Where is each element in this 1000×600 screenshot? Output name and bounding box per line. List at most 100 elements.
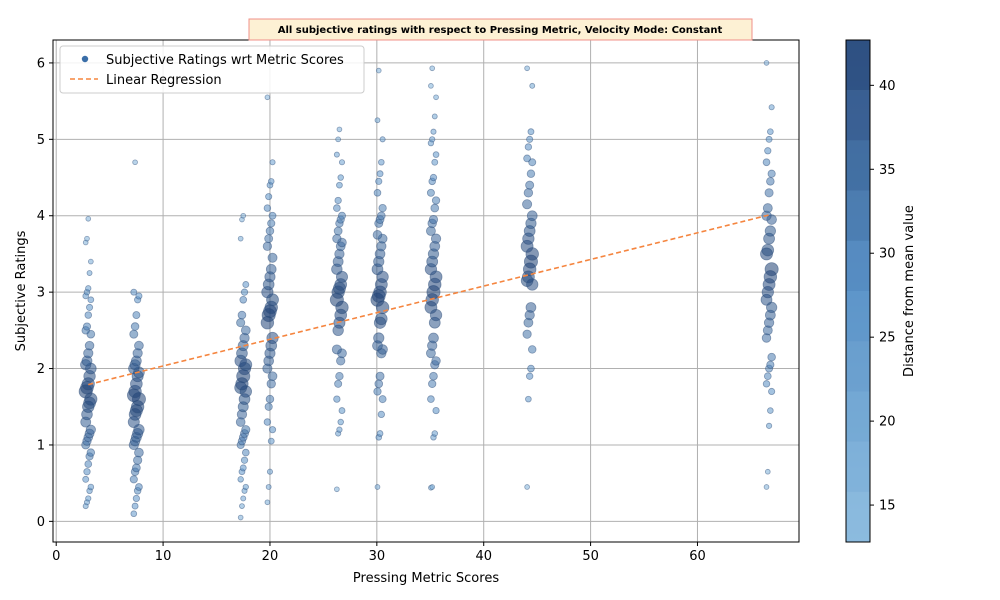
data-point <box>767 128 774 136</box>
data-point <box>377 410 385 419</box>
data-point <box>428 214 439 225</box>
legend-label-regression: Linear Regression <box>106 73 222 88</box>
colorbar-label: Distance from mean value <box>902 205 917 377</box>
colorbar: 15 20 25 30 35 40 <box>845 39 896 543</box>
data-point <box>431 196 441 205</box>
colorbar-ticks: 15 20 25 30 35 40 <box>870 79 896 514</box>
y-tick-label: 3 <box>37 286 45 301</box>
colorbar-band <box>846 441 870 492</box>
x-axis-label: Pressing Metric Scores <box>353 571 499 586</box>
data-point <box>86 270 93 276</box>
data-point <box>522 199 533 210</box>
data-point <box>766 360 775 369</box>
data-point <box>524 484 530 490</box>
data-point <box>132 463 141 473</box>
plot-background <box>53 40 799 542</box>
colorbar-bands <box>845 39 871 543</box>
data-point <box>264 234 274 244</box>
data-point <box>130 288 138 296</box>
data-point <box>335 372 344 381</box>
data-point <box>372 230 383 240</box>
data-point <box>767 169 776 178</box>
data-point <box>767 407 774 414</box>
data-point <box>134 340 144 351</box>
data-point <box>334 379 343 388</box>
data-point <box>764 468 771 475</box>
data-point <box>269 159 276 166</box>
data-point <box>87 258 94 265</box>
data-point <box>375 67 382 74</box>
data-point <box>266 379 276 389</box>
x-tick-label: 60 <box>689 549 706 564</box>
colorbar-band <box>846 190 870 241</box>
colorbar-band <box>846 40 870 91</box>
data-point <box>82 322 92 331</box>
data-point <box>336 426 343 433</box>
data-point <box>267 252 278 263</box>
data-point <box>374 484 381 490</box>
data-point <box>431 113 438 120</box>
data-point <box>766 177 775 186</box>
chart-title: All subjective ratings with respect to P… <box>278 25 723 36</box>
data-point <box>375 371 385 381</box>
data-point <box>765 135 773 143</box>
data-point <box>87 483 95 491</box>
data-point <box>131 502 139 510</box>
colorbar-tick-label: 15 <box>879 499 896 514</box>
data-point <box>338 159 346 166</box>
x-tick-label: 20 <box>262 549 279 564</box>
data-point <box>266 468 273 475</box>
data-point <box>527 364 535 373</box>
data-point <box>379 136 386 143</box>
data-point <box>84 235 90 242</box>
data-point <box>526 135 534 143</box>
data-point <box>237 310 247 320</box>
data-point <box>526 372 534 380</box>
data-point <box>333 226 343 236</box>
data-point <box>267 178 275 185</box>
data-point <box>764 225 776 237</box>
data-point <box>85 424 96 435</box>
colorbar-band <box>846 90 870 141</box>
data-point <box>523 154 531 163</box>
data-point <box>524 65 530 72</box>
data-point <box>333 204 341 212</box>
data-point <box>432 151 440 158</box>
data-point <box>267 219 276 228</box>
data-point <box>129 475 138 484</box>
data-point <box>336 181 343 189</box>
data-point <box>133 455 143 465</box>
data-point <box>240 325 251 336</box>
y-tick-label: 4 <box>37 209 45 224</box>
data-point <box>527 128 535 136</box>
data-point <box>268 426 277 434</box>
data-point <box>337 174 344 181</box>
regression-line <box>88 214 770 386</box>
colorbar-tick-label: 20 <box>879 415 896 430</box>
data-point <box>263 418 272 426</box>
data-point <box>528 345 537 354</box>
data-point <box>84 340 95 351</box>
data-point <box>764 262 779 277</box>
y-tick-label: 5 <box>37 133 45 148</box>
data-point <box>522 329 532 339</box>
colorbar-band <box>846 240 870 291</box>
data-point <box>762 158 771 167</box>
data-point <box>767 352 776 362</box>
data-point <box>376 170 384 178</box>
data-point <box>85 495 92 502</box>
x-tick-label: 40 <box>475 549 492 564</box>
legend-label-scatter: Subjective Ratings wrt Metric Scores <box>106 53 344 68</box>
data-point <box>377 211 386 221</box>
data-point <box>430 128 437 135</box>
data-point <box>529 82 536 89</box>
data-point <box>83 468 91 476</box>
data-point <box>428 83 434 89</box>
y-tick-label: 6 <box>37 56 45 71</box>
data-point <box>129 329 139 339</box>
data-point <box>237 235 244 242</box>
data-point <box>373 387 382 396</box>
colorbar-band <box>846 491 870 542</box>
data-point <box>241 425 251 435</box>
data-point <box>426 188 435 197</box>
